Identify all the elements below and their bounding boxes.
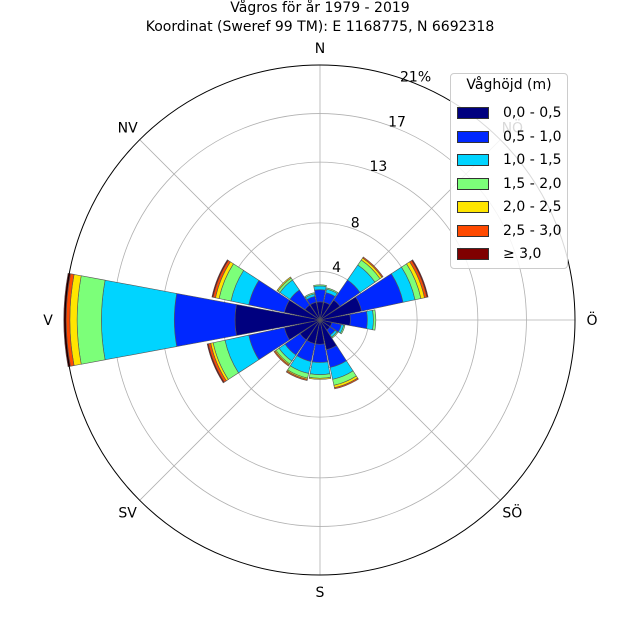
legend-swatch <box>457 177 489 190</box>
bar-NV-bin-4 <box>276 276 292 292</box>
bar-S-bin-2 <box>309 361 331 375</box>
direction-label-5: SV <box>118 505 137 521</box>
bar-N-bin-3 <box>313 284 327 287</box>
bar-N-bin-1 <box>314 289 326 303</box>
bar-V-bin-3 <box>76 275 106 365</box>
wave-bars <box>63 256 429 390</box>
bar-ÖSÖ-bin-3 <box>339 324 346 335</box>
polar-frame <box>64 64 576 576</box>
radial-tick-0: 4 <box>332 260 341 276</box>
bar-NNV-bin-3 <box>304 292 315 299</box>
legend-entry: 0,0 - 0,5 <box>457 105 561 121</box>
chart-title: Vågros för år 1979 - 2019 <box>230 0 410 16</box>
legend-entry: 2,5 - 3,0 <box>457 223 561 239</box>
radial-tick-4: 21% <box>400 69 431 85</box>
direction-label-2: Ö <box>586 311 597 329</box>
direction-label-7: NV <box>118 121 138 137</box>
legend-entry: 2,0 - 2,5 <box>457 199 561 215</box>
radial-tick-2: 13 <box>369 159 387 175</box>
legend-label: 0,0 - 0,5 <box>503 105 562 121</box>
bar-NÖ-bin-5 <box>362 256 384 278</box>
legend-entry: 1,0 - 1,5 <box>457 152 561 168</box>
bar-N-bin-2 <box>313 285 327 291</box>
radial-tick-3: 17 <box>388 114 406 130</box>
legend-label: 0,5 - 1,0 <box>503 128 562 145</box>
legend-label: 1,5 - 2,0 <box>503 175 562 192</box>
direction-label-4: S <box>316 585 325 601</box>
outer-circle <box>64 64 576 576</box>
bar-S-bin-4 <box>308 376 332 380</box>
bar-SSÖ-bin-5 <box>334 377 359 390</box>
bar-V-bin-1 <box>173 293 237 347</box>
legend-entry: 1,5 - 2,0 <box>457 176 561 192</box>
legend-swatch <box>457 107 489 119</box>
legend-title: Våghöjd (m) <box>466 77 552 93</box>
legend-label: 2,0 - 2,5 <box>503 199 562 215</box>
bar-VNV-bin-6 <box>211 259 229 298</box>
bar-SV-bin-5 <box>273 350 290 367</box>
bar-Ö-bin-2 <box>366 309 374 331</box>
bar-ÖNÖ-bin-6 <box>411 259 429 298</box>
legend-swatch <box>457 248 489 260</box>
legend-label: 1,0 - 1,5 <box>503 152 562 168</box>
legend-swatch <box>457 224 489 237</box>
radial-tick-1: 8 <box>351 215 360 231</box>
legend-entry: 0,5 - 1,0 <box>457 129 561 145</box>
grid-spoke-3 <box>319 319 501 501</box>
legend-label: ≥ 3,0 <box>503 246 542 262</box>
legend-swatch <box>457 154 489 166</box>
legend: Våghöjd (m) 0,0 - 0,5 0,5 - 1,0 1,0 - 1,5 1… <box>450 73 568 269</box>
bar-Ö-bin-3 <box>372 309 377 331</box>
legend-swatch <box>457 130 489 143</box>
legend-label: 2,5 - 3,0 <box>503 222 562 239</box>
direction-label-6: V <box>43 313 53 329</box>
bar-SSV-bin-5 <box>285 370 308 381</box>
legend-entry: ≥ 3,0 <box>457 246 541 262</box>
bar-NNÖ-bin-3 <box>326 287 339 294</box>
bar-VSV-bin-6 <box>206 343 225 384</box>
bar-V-bin-2 <box>101 279 178 361</box>
chart-subtitle: Koordinat (Sweref 99 TM): E 1168775, N 6… <box>145 19 495 35</box>
direction-label-3: SÖ <box>502 503 522 521</box>
bar-SÖ-bin-3 <box>331 331 339 339</box>
bar-Ö-bin-1 <box>349 311 368 329</box>
direction-label-0: N <box>315 41 325 57</box>
bar-V-bin-6 <box>63 272 71 368</box>
axis-labels: NNÖÖSÖSSVVNV48131721% <box>43 41 597 601</box>
legend-swatch <box>457 201 489 213</box>
